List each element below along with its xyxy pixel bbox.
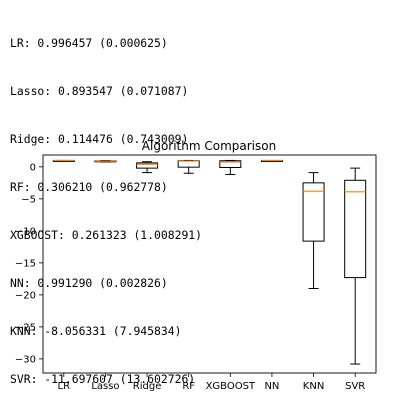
y-tick-label: −25 [15, 322, 36, 333]
x-tick-label-nn: NN [264, 381, 279, 392]
x-tick-label-svr: SVR [345, 381, 365, 392]
y-tick-label: −20 [15, 290, 36, 301]
x-tick-label-knn: KNN [303, 381, 325, 392]
result-line-lr: LR: 0.996457 (0.000625) [10, 36, 168, 50]
box-svr [344, 179, 367, 279]
result-line-xgboost: XGBOOST: 0.261323 (1.008291) [10, 228, 203, 242]
result-line-rf: RF: 0.306210 (0.962778) [10, 180, 168, 194]
x-tick-label-xgboost: XGBOOST [206, 381, 256, 392]
x-tick-label-ridge: Ridge [133, 381, 162, 392]
result-line-svr: SVR: -11.697607 (13.602726) [10, 372, 196, 386]
result-line-knn: KNN: -8.056331 (7.945834) [10, 324, 182, 338]
result-line-nn: NN: 0.991290 (0.002826) [10, 276, 168, 290]
y-tick-label: −30 [15, 354, 36, 365]
x-tick-label-rf: RF [182, 381, 195, 392]
result-line-ridge: Ridge: 0.114476 (0.743009) [10, 132, 189, 146]
x-tick-label-lr: LR [58, 381, 71, 392]
plot-area: 0 −5 −10 −15 −20 −25 −30 LR Lasso Ridge RF XGBOOST N… [15, 154, 377, 392]
chart-title: Algorithm Comparison [142, 139, 276, 153]
box-knn [302, 182, 325, 242]
box-xgboost [219, 160, 242, 168]
y-tick-label: 0 [30, 162, 36, 173]
y-tick-label: −10 [15, 226, 36, 237]
axes-frame [42, 154, 377, 374]
y-tick-label: −5 [21, 194, 36, 205]
x-tick-label-lasso: Lasso [91, 381, 119, 392]
results-output: LR: 0.996457 (0.000625) Lasso: 0.893547 … [10, 3, 202, 403]
box-ridge [136, 162, 159, 169]
y-tick-label: −15 [15, 258, 36, 269]
result-line-lasso: Lasso: 0.893547 (0.071087) [10, 84, 189, 98]
